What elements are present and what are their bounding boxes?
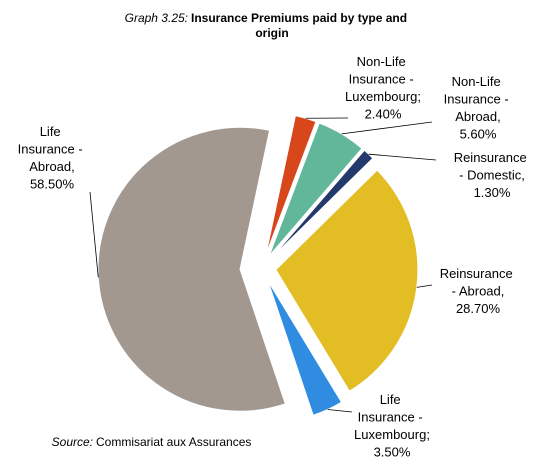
leader-line xyxy=(341,121,433,135)
data-label-name: Reinsurance - Abroad, xyxy=(440,266,517,299)
pie-slice xyxy=(265,115,317,255)
pie-slice xyxy=(267,280,343,416)
data-label-value: 1.30% xyxy=(474,185,511,200)
source: Commisariat aux Assurances xyxy=(96,435,251,449)
data-label-name: Life Insurance - Abroad, xyxy=(18,124,87,174)
leader-line xyxy=(416,284,433,288)
leader-line xyxy=(368,153,437,161)
title-prefix: Graph 3.25: xyxy=(125,11,188,25)
leader-line xyxy=(327,409,353,413)
data-label-name: Non-Life Insurance - Luxembourg; xyxy=(345,54,421,104)
data-label-value: 2.40% xyxy=(365,107,402,122)
source-prefix: Source: xyxy=(52,435,93,449)
data-label-value: 28.70% xyxy=(456,301,501,316)
data-label-name: Reinsurance - Domestic, xyxy=(454,150,531,183)
pie-slice xyxy=(275,169,419,392)
leader-line xyxy=(89,191,99,278)
data-label-value: 3.50% xyxy=(374,445,411,458)
pie-slice xyxy=(97,126,286,412)
data-label-value: 58.50% xyxy=(30,177,75,192)
data-label-name: Life Insurance - Luxembourg; xyxy=(354,392,430,442)
data-label-value: 5.60% xyxy=(460,127,497,142)
data-label-name: Non-Life Insurance - Abroad, xyxy=(444,74,513,124)
chart-title: Insurance Premiums paid by type and orig… xyxy=(191,11,410,40)
